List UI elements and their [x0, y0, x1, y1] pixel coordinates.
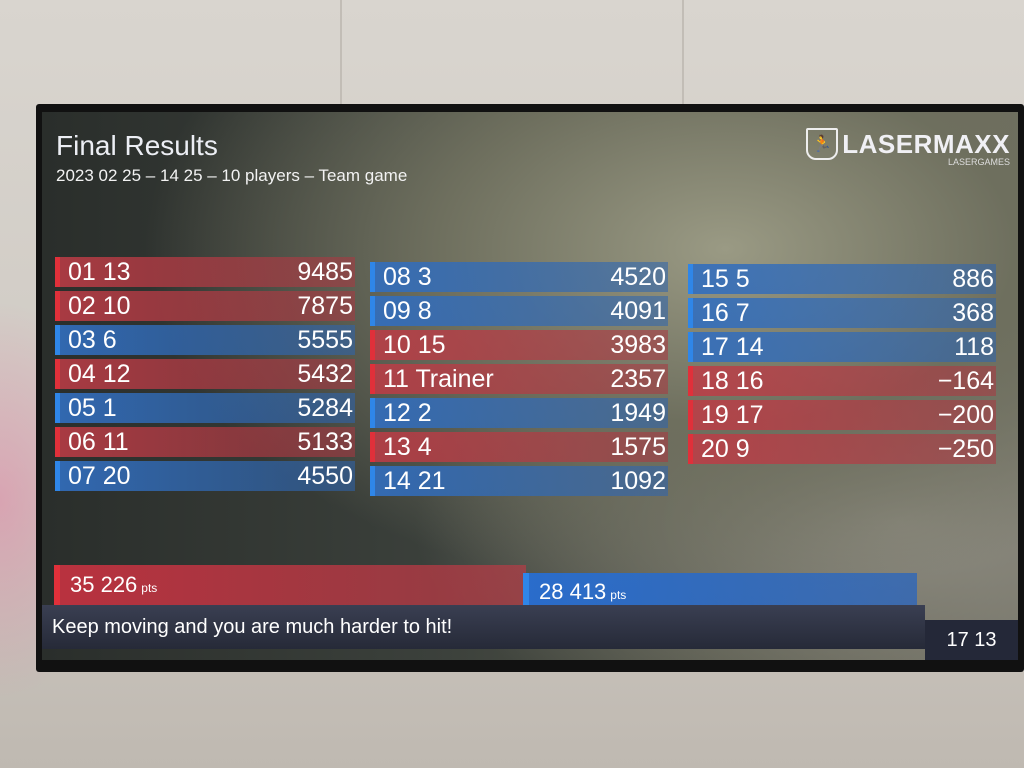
player-score: 1949	[610, 398, 666, 427]
player-row: 20 9 −250	[688, 434, 996, 464]
results-column-1: 01 13 9485 02 10 7875 03 6 5555 04 12 5432 05 1 5…	[55, 257, 355, 495]
blue-team-unit: pts	[610, 588, 627, 602]
player-label: 08 3	[383, 262, 432, 291]
logo-name: LASERMAXX	[842, 128, 1010, 159]
player-row: 18 16 −164	[688, 366, 996, 396]
player-score: −200	[937, 400, 994, 429]
wall-seam	[682, 0, 684, 110]
player-row: 09 8 4091	[370, 296, 668, 326]
player-score: 4550	[297, 461, 353, 490]
player-label: 16 7	[701, 298, 750, 327]
player-score: 5432	[297, 359, 353, 388]
player-label: 18 16	[701, 366, 764, 395]
wall-seam	[340, 0, 342, 110]
player-label: 15 5	[701, 264, 750, 293]
player-row: 17 14 118	[688, 332, 996, 362]
player-label: 13 4	[383, 432, 432, 461]
player-label: 05 1	[68, 393, 117, 422]
player-row: 06 11 5133	[55, 427, 355, 457]
player-score: −164	[937, 366, 994, 395]
game-info: 2023 02 25 – 14 25 – 10 players – Team g…	[56, 166, 408, 185]
player-label: 04 12	[68, 359, 131, 388]
player-label: 01 13	[68, 257, 131, 286]
player-label: 07 20	[68, 461, 131, 490]
player-score: 886	[952, 264, 994, 293]
player-score: 5133	[297, 427, 353, 456]
player-score: 3983	[610, 330, 666, 359]
player-row: 12 2 1949	[370, 398, 668, 428]
player-score: 2357	[610, 364, 666, 393]
player-label: 03 6	[68, 325, 117, 354]
page-title: Final Results	[56, 130, 218, 161]
tip-message: Keep moving and you are much harder to h…	[52, 615, 453, 638]
player-row: 15 5 886	[688, 264, 996, 294]
player-row: 16 7 368	[688, 298, 996, 328]
player-score: −250	[937, 434, 994, 463]
player-score: 1575	[610, 432, 666, 461]
tip-ticker: Keep moving and you are much harder to h…	[42, 605, 925, 649]
player-row: 11 Trainer 2357	[370, 364, 668, 394]
red-team-score: 35 226	[70, 572, 138, 597]
player-label: 17 14	[701, 332, 764, 361]
running-man-icon: 🏃	[806, 128, 839, 160]
player-label: 11 Trainer	[383, 364, 494, 393]
player-label: 09 8	[383, 296, 432, 325]
player-row: 04 12 5432	[55, 359, 355, 389]
clock: 17 13	[925, 620, 1018, 660]
player-row: 08 3 4520	[370, 262, 668, 292]
results-column-3: 15 5 886 16 7 368 17 14 118 18 16 −164 19 17 −200…	[688, 264, 996, 468]
player-label: 06 11	[68, 427, 129, 456]
player-row: 13 4 1575	[370, 432, 668, 462]
blue-team-score: 28 413	[539, 579, 607, 604]
results-screen: Final Results 2023 02 25 – 14 25 – 10 pl…	[42, 112, 1018, 660]
player-row: 03 6 5555	[55, 325, 355, 355]
player-row: 07 20 4550	[55, 461, 355, 491]
player-row: 19 17 −200	[688, 400, 996, 430]
lasermaxx-logo: 🏃 LASERMAXX LASERGAMES	[806, 128, 1010, 167]
player-score: 5555	[297, 325, 353, 354]
player-score: 4091	[610, 296, 666, 325]
player-row: 14 21 1092	[370, 466, 668, 496]
player-label: 20 9	[701, 434, 750, 463]
player-score: 1092	[610, 466, 666, 495]
player-label: 19 17	[701, 400, 764, 429]
blue-team-total: 28 413 pts	[523, 573, 917, 611]
player-score: 118	[954, 332, 994, 361]
player-label: 14 21	[383, 466, 446, 495]
player-score: 4520	[610, 262, 666, 291]
player-label: 02 10	[68, 291, 131, 320]
player-row: 02 10 7875	[55, 291, 355, 321]
red-team-total: 35 226 pts	[54, 565, 526, 605]
player-row: 10 15 3983	[370, 330, 668, 360]
player-score: 368	[952, 298, 994, 327]
player-label: 12 2	[383, 398, 432, 427]
player-score: 9485	[297, 257, 353, 286]
player-row: 05 1 5284	[55, 393, 355, 423]
results-column-2: 08 3 4520 09 8 4091 10 15 3983 11 Trainer 2357 1…	[370, 262, 668, 500]
player-score: 5284	[297, 393, 353, 422]
player-score: 7875	[297, 291, 353, 320]
player-label: 10 15	[383, 330, 446, 359]
red-team-unit: pts	[141, 581, 158, 595]
logo-tagline: LASERGAMES	[947, 157, 1010, 167]
player-row: 01 13 9485	[55, 257, 355, 287]
